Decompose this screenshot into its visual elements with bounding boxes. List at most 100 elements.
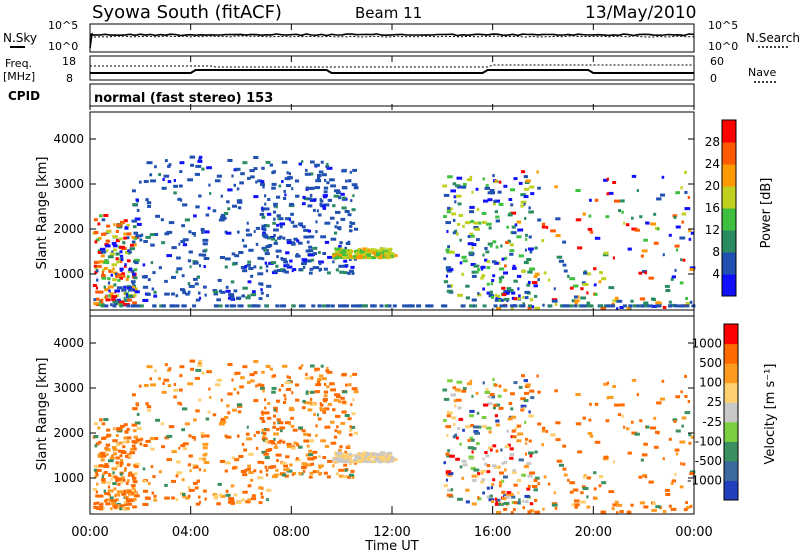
velocity-echo-cell [492, 378, 495, 382]
power-echo-cell [242, 269, 248, 273]
power-echo-cell [480, 267, 484, 271]
power-echo-cell [191, 232, 196, 235]
power-echo-cell [351, 271, 355, 275]
beam-title: Beam 11 [355, 4, 422, 22]
power-echo-cell [511, 225, 516, 229]
power-echo-cell [286, 241, 292, 245]
power-echo-cell [124, 263, 127, 267]
power-echo-cell [146, 292, 151, 296]
power-echo-cell [505, 241, 509, 244]
velocity-echo-cell [524, 420, 527, 424]
power-echo-cell [505, 290, 511, 293]
power-echo-cell [447, 284, 452, 288]
velocity-echo-cell [190, 367, 194, 371]
velocity-echo-cell [505, 494, 511, 497]
velocity-echo-cell [462, 387, 467, 390]
power-echo-cell [676, 304, 681, 308]
velocity-echo-cell [456, 380, 463, 384]
power-echo-cell [273, 241, 278, 245]
velocity-echo-cell [480, 480, 484, 484]
velocity-echo-cell [529, 509, 535, 513]
velocity-echo-cell [166, 458, 172, 462]
velocity-echo-cell [307, 408, 313, 412]
velocity-echo-cell [116, 502, 121, 506]
power-echo-cell [295, 194, 300, 198]
velocity-echo-cell [495, 449, 499, 453]
velocity-echo-cell [196, 479, 200, 483]
power-echo-cell [95, 269, 99, 273]
power-echo-cell [303, 197, 308, 201]
power-echo-cell [326, 304, 331, 308]
power-echo-cell [321, 204, 326, 208]
power-echo-cell [227, 188, 233, 192]
power-echo-cell [141, 275, 145, 279]
velocity-echo-cell [650, 426, 657, 430]
velocity-echo-cell [653, 445, 659, 449]
power-echo-cell [681, 220, 684, 224]
power-echo-cell [110, 273, 113, 277]
velocity-echo-cell [167, 368, 171, 372]
velocity-echo-cell [520, 404, 527, 408]
power-echo-cell [534, 294, 538, 298]
velocity-echo-cell [325, 369, 330, 372]
velocity-echo-cell [123, 440, 127, 444]
power-echo-cell [548, 278, 551, 282]
velocity-echo-cell [674, 448, 680, 452]
velocity-echo-cell [614, 403, 620, 407]
power-echo-cell [273, 233, 276, 237]
velocity-echo-cell [220, 494, 226, 498]
velocity-echo-cell [266, 498, 269, 502]
velocity-echo-cell [455, 436, 459, 440]
power-echo-cell [178, 242, 181, 246]
velocity-echo-cell [230, 484, 235, 488]
power-echo-cell [115, 275, 119, 279]
velocity-echo-cell [225, 493, 231, 497]
power-echo-cell [392, 304, 397, 308]
velocity-echo-cell [470, 424, 475, 427]
power-echo-cell [140, 233, 144, 237]
velocity-echo-cell [484, 390, 491, 394]
power-echo-cell [120, 257, 124, 261]
power-echo-cell [265, 160, 271, 164]
power-echo-cell [494, 199, 500, 203]
velocity-echo-cell [548, 482, 551, 486]
velocity-echo-cell [198, 359, 203, 363]
power-echo-cell [239, 181, 244, 185]
velocity-echo-cell [349, 462, 352, 465]
velocity-echo-cell [508, 402, 513, 405]
freq-tick-top: 18 [62, 55, 76, 68]
velocity-echo-cell [221, 418, 226, 421]
velocity-echo-cell [322, 456, 327, 459]
power-echo-cell [107, 277, 111, 281]
power-echo-cell [574, 299, 580, 303]
power-echo-cell [130, 269, 135, 273]
velocity-echo-cell [227, 392, 233, 396]
velocity-echo-cell [265, 468, 269, 472]
velocity-echo-cell [238, 455, 244, 458]
power-echo-cell [351, 304, 355, 308]
velocity-echo-cell [164, 483, 168, 487]
power-echo-cell [275, 239, 278, 243]
velocity-echo-cell [627, 451, 632, 455]
velocity-echo-cell [350, 469, 355, 473]
velocity-echo-cell [324, 444, 330, 448]
velocity-echo-cell [492, 444, 497, 448]
velocity-echo-cell [332, 458, 335, 462]
power-echo-cell [486, 222, 492, 226]
velocity-echo-cell [381, 451, 386, 455]
power-echo-cell [103, 295, 107, 299]
velocity-echo-cell [492, 478, 496, 482]
velocity-echo-cell [551, 503, 558, 507]
power-echo-cell [208, 183, 211, 187]
velocity-echo-cell [101, 422, 106, 426]
velocity-echo-cell [93, 468, 97, 472]
power-echo-cell [250, 293, 257, 297]
power-echo-cell [543, 271, 547, 275]
colorbar-tick-label: 20 [705, 179, 720, 193]
colorbar-tick-label: 24 [705, 157, 720, 171]
power-echo-cell [363, 304, 368, 308]
velocity-echo-cell [631, 431, 638, 435]
power-echo-cell [107, 285, 114, 289]
power-echo-cell [589, 198, 592, 202]
